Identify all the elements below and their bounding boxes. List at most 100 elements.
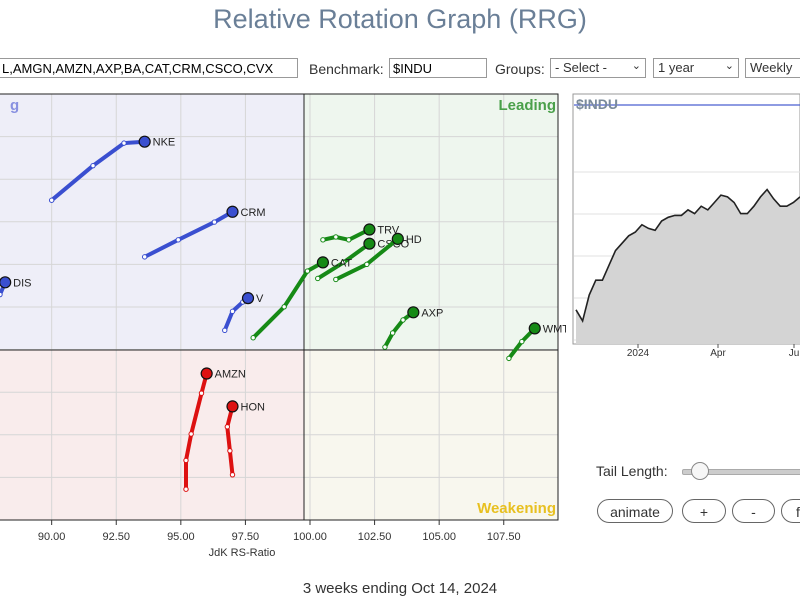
tail-length-slider-handle[interactable]: [691, 462, 709, 480]
tail-point: [183, 457, 189, 464]
head-point[interactable]: [226, 205, 239, 218]
head-point[interactable]: [200, 367, 213, 380]
chevron-down-icon: ⌄: [631, 60, 641, 72]
series-amzn[interactable]: AMZN: [183, 367, 246, 492]
tail-point: [121, 140, 127, 146]
series-label: WMT: [543, 323, 566, 335]
tail-length-slider[interactable]: [682, 469, 800, 475]
tail-point: [250, 335, 256, 341]
chevron-down-icon: ⌄: [724, 60, 734, 72]
frequency-select[interactable]: Weekly: [745, 58, 800, 78]
tail-point: [175, 237, 181, 243]
x-axis-label: JdK RS-Ratio: [209, 547, 276, 559]
tail-line: [382, 310, 416, 350]
tail-point: [333, 234, 339, 240]
groups-label: Groups:: [495, 61, 545, 77]
series-wmt[interactable]: WMT: [506, 322, 566, 362]
series-axp[interactable]: AXP: [382, 306, 444, 350]
animate-button[interactable]: animate: [597, 499, 673, 523]
benchmark-line: [575, 188, 800, 323]
series-label: V: [256, 293, 264, 305]
chart-grid: [0, 94, 558, 520]
cut-off-button[interactable]: f: [781, 499, 800, 523]
series-label: NKE: [153, 137, 176, 149]
x-tick-label: 100.00: [293, 531, 327, 543]
head-point[interactable]: [363, 237, 376, 250]
mini-x-tick-label: 2024: [627, 348, 650, 359]
footer-date-range: 3 weeks ending Oct 14, 2024: [302, 580, 498, 597]
tail-point: [340, 259, 347, 266]
frequency-select-value: Weekly: [750, 60, 793, 75]
tail-point: [227, 448, 233, 454]
series-hd[interactable]: HD: [333, 232, 422, 283]
series-nke[interactable]: NKE: [48, 135, 176, 203]
tail-point: [400, 317, 406, 323]
groups-select[interactable]: - Select - ⌄: [550, 58, 646, 78]
series-label: AXP: [421, 307, 443, 319]
x-tick-label: 95.00: [167, 531, 195, 543]
tail-point: [0, 291, 3, 298]
head-point[interactable]: [391, 232, 404, 245]
series-label: HD: [406, 234, 422, 246]
tail-point: [183, 486, 189, 492]
mini-x-tick-label: Ju: [789, 348, 800, 359]
x-tick-label: 105.00: [422, 531, 456, 543]
tail-point: [382, 344, 388, 350]
zoom-out-button[interactable]: -: [732, 499, 775, 523]
tail-point: [188, 431, 194, 437]
series-label: CAT: [331, 257, 352, 269]
head-point[interactable]: [363, 223, 376, 236]
benchmark-label: Benchmark:: [309, 61, 384, 77]
page-title: Relative Rotation Graph (RRG): [213, 4, 587, 34]
series-v[interactable]: V: [222, 292, 264, 334]
mini-chart-x-ticks: 2024 Apr Ju: [627, 344, 799, 359]
symbols-input[interactable]: [0, 58, 298, 78]
series-label: DIS: [13, 277, 31, 289]
tail-point: [229, 472, 236, 478]
head-point[interactable]: [407, 306, 420, 319]
benchmark-mini-chart: $INDU 2024 Apr Ju: [572, 93, 800, 359]
benchmark-input[interactable]: [389, 58, 487, 78]
head-point[interactable]: [226, 400, 239, 413]
tail-point: [141, 254, 148, 260]
mini-chart-title: $INDU: [576, 96, 618, 112]
tail-point: [48, 197, 55, 203]
period-select[interactable]: 1 year ⌄: [653, 58, 739, 78]
tail-point: [222, 327, 228, 334]
tail-point: [320, 237, 326, 243]
x-tick-label: 97.50: [232, 531, 260, 543]
series-hon[interactable]: HON: [224, 400, 266, 478]
tail-point: [198, 390, 205, 396]
series-label: AMZN: [215, 369, 246, 381]
head-point[interactable]: [138, 135, 151, 148]
zoom-in-button[interactable]: +: [682, 499, 726, 523]
tail-length-label: Tail Length:: [596, 463, 668, 479]
series-crm[interactable]: CRM: [141, 205, 266, 260]
series-label: HON: [241, 401, 266, 413]
tail-line: [251, 260, 325, 340]
tail-point: [229, 308, 236, 315]
series-label: TRV: [377, 225, 399, 237]
head-point[interactable]: [316, 256, 330, 269]
quadrant-label-leading: Leading: [498, 97, 556, 114]
tail-point: [304, 268, 311, 274]
head-point[interactable]: [241, 292, 255, 305]
tail-line: [320, 227, 372, 242]
series-label: CRM: [241, 207, 266, 219]
head-point[interactable]: [528, 322, 541, 335]
tail-point: [364, 261, 370, 268]
x-tick-label: 102.50: [358, 531, 392, 543]
groups-select-value: - Select -: [555, 60, 608, 75]
mini-x-tick-label: Apr: [710, 348, 726, 359]
tail-point: [224, 424, 231, 430]
series-cat[interactable]: CAT: [250, 256, 352, 341]
benchmark-area: [576, 189, 800, 344]
plot-frame: [0, 93, 559, 521]
tail-point: [506, 355, 512, 362]
toolbar: Benchmark: Groups: - Select - ⌄ 1 year ⌄…: [0, 57, 800, 83]
tail-point: [333, 276, 339, 283]
series-dis[interactable]: DIS: [0, 276, 32, 298]
head-point[interactable]: [0, 276, 12, 289]
series-trv[interactable]: TRV: [320, 223, 400, 243]
